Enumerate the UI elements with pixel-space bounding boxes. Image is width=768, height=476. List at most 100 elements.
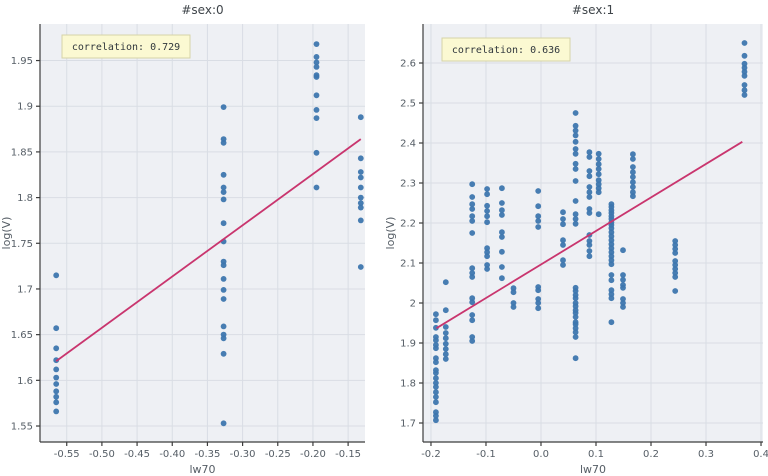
- scatter-point: [442, 351, 449, 358]
- y-tick-label: 1.9: [400, 339, 416, 350]
- scatter-point: [560, 209, 566, 216]
- scatter-point: [560, 242, 566, 248]
- scatter-point: [510, 289, 517, 296]
- scatter-point: [560, 216, 566, 222]
- scatter-point: [433, 384, 439, 390]
- scatter-point: [499, 234, 505, 240]
- scatter-point: [433, 345, 439, 352]
- scatter-point: [469, 194, 476, 200]
- scatter-point: [220, 196, 227, 203]
- scatter-point: [586, 173, 593, 180]
- y-tick-label: 2.3: [400, 179, 416, 190]
- scatter-point: [586, 248, 593, 254]
- scatter-point: [595, 185, 602, 192]
- scatter-point: [442, 307, 449, 314]
- scatter-point: [741, 87, 748, 94]
- scatter-point: [630, 193, 636, 200]
- scatter-point: [608, 245, 615, 252]
- scatter-point: [672, 246, 679, 252]
- scatter-point: [535, 296, 542, 302]
- scatter-point: [499, 229, 505, 236]
- y-axis-label: log(V): [0, 217, 13, 250]
- scatter-point: [357, 155, 364, 162]
- x-tick-label: -0.35: [194, 449, 220, 460]
- scatter-point: [469, 317, 476, 324]
- scatter-point: [560, 262, 566, 268]
- scatter-point: [572, 198, 579, 204]
- y-tick-label: 1.9: [17, 102, 33, 113]
- scatter-point: [484, 213, 490, 220]
- scatter-point: [630, 179, 636, 186]
- scatter-point: [433, 359, 439, 366]
- scatter-point: [433, 375, 439, 382]
- scatter-point: [469, 338, 476, 344]
- scatter-point: [220, 276, 227, 282]
- scatter-point: [499, 207, 505, 214]
- correlation-annotation-box: [441, 37, 571, 62]
- x-tick-label: 0.2: [643, 449, 659, 460]
- scatter-point: [572, 334, 579, 340]
- scatter-point: [357, 204, 364, 211]
- scatter-point: [220, 262, 227, 269]
- x-tick-label: -0.15: [335, 449, 361, 460]
- scatter-point: [469, 218, 476, 224]
- scatter-point: [469, 295, 476, 302]
- scatter-point: [53, 388, 60, 395]
- scatter-point: [220, 323, 227, 330]
- scatter-point: [572, 314, 579, 320]
- scatter-point: [53, 366, 60, 373]
- scatter-point: [535, 213, 542, 220]
- y-tick-label: 1.55: [11, 422, 33, 433]
- scatter-point: [357, 200, 364, 207]
- scatter-point: [53, 393, 60, 400]
- x-axis-label: lw70: [189, 463, 215, 476]
- scatter-point: [53, 272, 60, 279]
- scatter-point: [572, 216, 579, 222]
- scatter-point: [484, 186, 490, 192]
- y-tick-label: 2.4: [400, 139, 416, 150]
- scatter-point: [572, 138, 579, 145]
- scatter-point: [595, 150, 602, 157]
- scatter-point: [484, 245, 490, 252]
- y-tick-label: 2.2: [400, 219, 416, 230]
- scatter-point: [620, 276, 626, 283]
- scatter-point: [220, 189, 227, 196]
- scatter-point: [572, 132, 579, 139]
- scatter-point: [442, 346, 449, 352]
- scatter-point: [595, 189, 602, 196]
- scatter-point: [357, 114, 364, 121]
- scatter-point: [220, 296, 227, 302]
- scatter-point: [510, 300, 517, 306]
- scatter-plot-sex1: -0.2 -0.1 0.0 0.1 0.2 0.3 0.4 1.7 1.8 1.9 2 2.1 2.2 2…: [384, 3, 768, 476]
- scatter-point: [53, 381, 60, 387]
- scatter-point: [220, 184, 227, 191]
- scatter-point: [572, 178, 579, 184]
- x-tick-label: -0.40: [159, 449, 185, 460]
- scatter-point: [572, 325, 579, 332]
- scatter-point: [608, 225, 615, 232]
- scatter-point: [741, 82, 748, 88]
- scatter-point: [630, 151, 636, 158]
- x-tick-label: 0.1: [588, 449, 604, 460]
- correlation-annotation-text: correlation: 0.636: [452, 45, 560, 56]
- scatter-point: [433, 389, 439, 396]
- scatter-point: [442, 279, 449, 286]
- scatter-point: [220, 350, 227, 357]
- scatter-point: [572, 303, 579, 310]
- chart-title: #sex:0: [181, 3, 223, 17]
- scatter-point: [672, 250, 679, 256]
- scatter-point: [572, 321, 579, 328]
- scatter-point: [672, 274, 679, 280]
- scatter-point: [510, 304, 517, 310]
- scatter-point: [595, 211, 602, 218]
- scatter-point: [484, 262, 490, 268]
- scatter-point: [586, 238, 593, 244]
- scatter-point: [620, 247, 626, 254]
- y-tick-label: 1.8: [17, 193, 33, 204]
- scatter-point: [499, 212, 505, 218]
- scatter-point: [484, 208, 490, 214]
- scatter-point: [595, 166, 602, 172]
- scatter-point: [608, 249, 615, 256]
- scatter-point: [469, 213, 476, 220]
- scatter-point: [433, 337, 439, 344]
